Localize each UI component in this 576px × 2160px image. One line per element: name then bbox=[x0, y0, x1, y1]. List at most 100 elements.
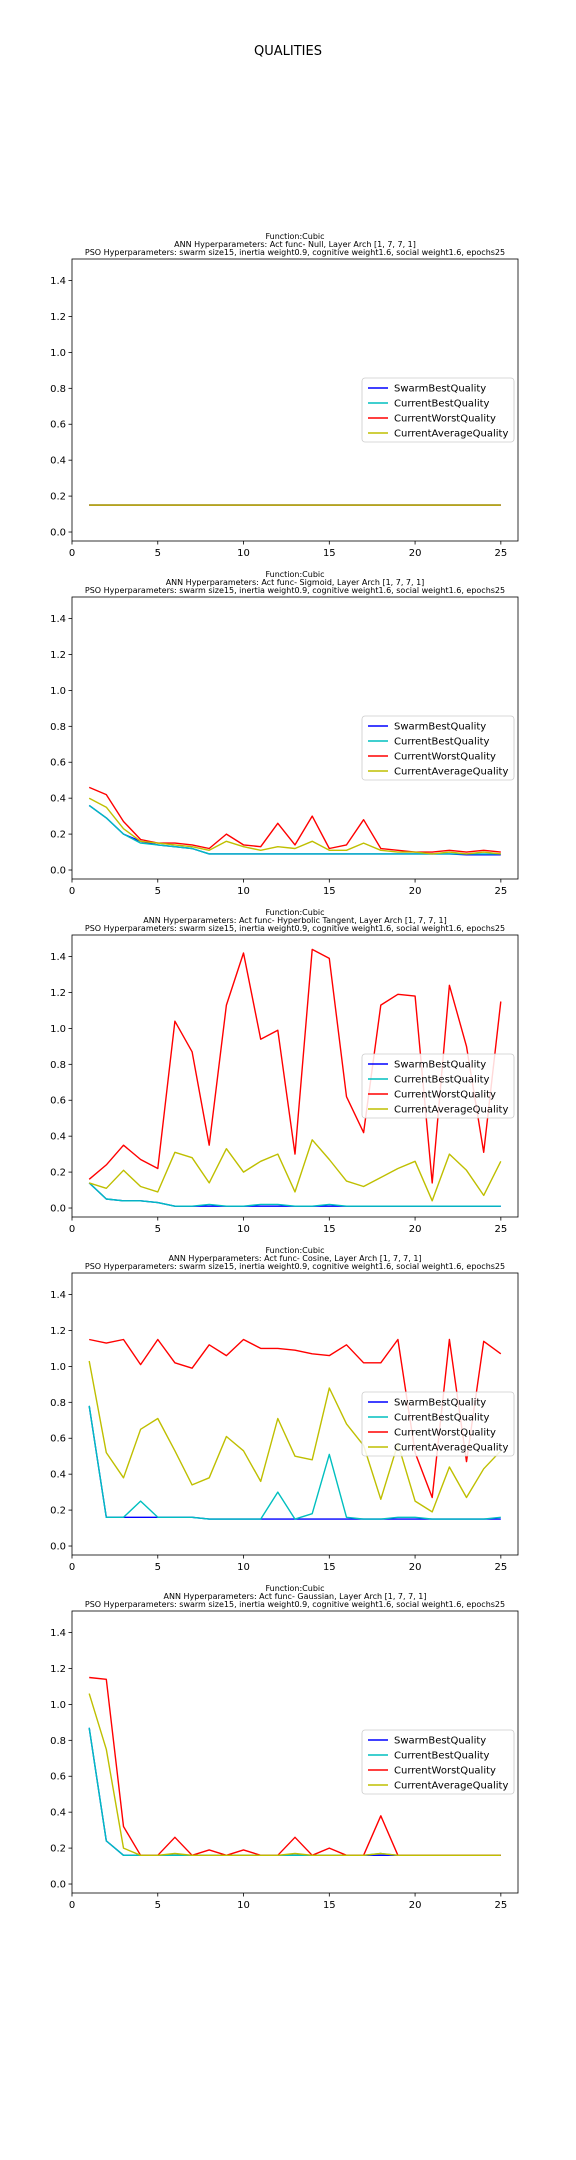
subplot-title-line: PSO Hyperparameters: swarm size15, inert… bbox=[85, 924, 505, 933]
y-tick-label: 0.2 bbox=[50, 1168, 66, 1179]
x-tick-label: 10 bbox=[237, 548, 250, 559]
x-tick-label: 5 bbox=[155, 1900, 161, 1911]
y-tick-label: 0.6 bbox=[50, 1772, 66, 1783]
x-tick-label: 20 bbox=[409, 1562, 422, 1573]
x-tick-label: 20 bbox=[409, 1224, 422, 1235]
subplot-title-line: ANN Hyperparameters: Act func- Cosine, L… bbox=[168, 1254, 421, 1263]
y-tick-label: 1.0 bbox=[50, 1024, 66, 1035]
y-tick-label: 1.0 bbox=[50, 348, 66, 359]
subplot-title-line: PSO Hyperparameters: swarm size15, inert… bbox=[85, 586, 505, 595]
y-tick-label: 0.8 bbox=[50, 722, 66, 733]
legend-entry-label: CurrentWorstQuality bbox=[394, 1766, 496, 1777]
x-tick-label: 25 bbox=[494, 1900, 507, 1911]
series-line-CurrentAverageQuality bbox=[88, 1693, 501, 1857]
y-tick-label: 0.8 bbox=[50, 1736, 66, 1747]
legend: SwarmBestQuality CurrentBestQuality Curren… bbox=[361, 1391, 515, 1457]
y-tick-label: 1.4 bbox=[50, 1628, 66, 1639]
x-tick-label: 15 bbox=[323, 886, 336, 897]
legend: SwarmBestQuality CurrentBestQuality Curren… bbox=[361, 1729, 515, 1795]
legend-box bbox=[361, 1391, 515, 1457]
series-line-CurrentWorstQuality bbox=[88, 948, 502, 1184]
legend-entry-label: CurrentWorstQuality bbox=[394, 1428, 496, 1439]
series-line-CurrentAverageQuality bbox=[88, 1360, 502, 1513]
legend-box bbox=[361, 715, 515, 781]
y-tick-label: 1.2 bbox=[50, 650, 66, 661]
subplot-title-line: ANN Hyperparameters: Act func- Sigmoid, … bbox=[166, 578, 425, 587]
legend-entry-label: CurrentBestQuality bbox=[394, 1751, 490, 1762]
y-tick-label: 0.0 bbox=[50, 528, 66, 539]
axes-frame bbox=[71, 934, 519, 1218]
subplot-title-line: Function:Cubic bbox=[265, 1584, 324, 1593]
legend: SwarmBestQuality CurrentBestQuality Curren… bbox=[361, 377, 515, 443]
x-tick-label: 15 bbox=[323, 548, 336, 559]
figure-title: QUALITIES bbox=[254, 44, 322, 59]
axes-frame bbox=[71, 596, 519, 880]
legend-entry-label: CurrentBestQuality bbox=[394, 1075, 490, 1086]
x-tick-label: 10 bbox=[237, 1900, 250, 1911]
legend-entry-label: CurrentAverageQuality bbox=[394, 1105, 508, 1116]
x-tick-label: 15 bbox=[323, 1900, 336, 1911]
legend-entry-label: CurrentAverageQuality bbox=[394, 1443, 508, 1454]
series-line-CurrentWorstQuality bbox=[89, 1338, 502, 1499]
axes-frame bbox=[71, 1610, 519, 1894]
y-tick-label: 0.0 bbox=[50, 1204, 66, 1215]
legend-entry-label: CurrentBestQuality bbox=[394, 399, 490, 410]
subplot-title-line: Function:Cubic bbox=[265, 570, 324, 579]
y-tick-label: 1.0 bbox=[50, 1362, 66, 1373]
x-tick-label: 25 bbox=[494, 548, 507, 559]
y-tick-label: 0.4 bbox=[50, 794, 66, 805]
subplot-title-line: PSO Hyperparameters: swarm size15, inert… bbox=[85, 248, 505, 257]
x-tick-label: 0 bbox=[69, 1562, 75, 1573]
x-tick-label: 15 bbox=[323, 1562, 336, 1573]
x-tick-label: 15 bbox=[323, 1224, 336, 1235]
subplot-title-line: Function:Cubic bbox=[265, 232, 324, 241]
y-tick-label: 0.6 bbox=[50, 1434, 66, 1445]
legend-entry-label: CurrentAverageQuality bbox=[394, 1781, 508, 1792]
y-tick-label: 0.8 bbox=[50, 384, 66, 395]
legend-entry-label: SwarmBestQuality bbox=[394, 1398, 486, 1409]
series-line-CurrentAverageQuality bbox=[88, 797, 501, 855]
y-tick-label: 0.6 bbox=[50, 758, 66, 769]
subplot-title-line: ANN Hyperparameters: Act func- Null, Lay… bbox=[174, 240, 416, 249]
axes-frame bbox=[71, 258, 519, 542]
legend-entry-label: CurrentAverageQuality bbox=[394, 767, 508, 778]
legend-box bbox=[361, 1729, 515, 1795]
y-tick-label: 0.4 bbox=[50, 1808, 66, 1819]
x-tick-label: 5 bbox=[155, 1224, 161, 1235]
series-line-CurrentBestQuality bbox=[88, 1182, 501, 1207]
legend-entry-label: CurrentWorstQuality bbox=[394, 752, 496, 763]
legend-entry-label: CurrentBestQuality bbox=[394, 1413, 490, 1424]
legend-entry-label: SwarmBestQuality bbox=[394, 1736, 486, 1747]
legend-box bbox=[361, 1053, 515, 1119]
y-tick-label: 1.2 bbox=[50, 312, 66, 323]
y-tick-label: 1.4 bbox=[50, 614, 66, 625]
y-tick-label: 0.6 bbox=[50, 420, 66, 431]
x-tick-label: 10 bbox=[237, 1224, 250, 1235]
x-tick-label: 20 bbox=[409, 886, 422, 897]
y-tick-label: 0.0 bbox=[50, 1542, 66, 1553]
subplot-title-line: PSO Hyperparameters: swarm size15, inert… bbox=[85, 1262, 505, 1271]
y-tick-label: 1.0 bbox=[50, 1700, 66, 1711]
x-tick-label: 5 bbox=[155, 1562, 161, 1573]
y-tick-label: 1.2 bbox=[50, 988, 66, 999]
legend-entry-label: SwarmBestQuality bbox=[394, 384, 486, 395]
y-tick-label: 0.2 bbox=[50, 492, 66, 503]
legend-entry-label: CurrentWorstQuality bbox=[394, 414, 496, 425]
x-tick-label: 0 bbox=[69, 548, 75, 559]
legend-entry-label: CurrentBestQuality bbox=[394, 737, 490, 748]
x-tick-label: 0 bbox=[69, 886, 75, 897]
y-tick-label: 1.4 bbox=[50, 1290, 66, 1301]
legend-entry-label: CurrentAverageQuality bbox=[394, 429, 508, 440]
y-tick-label: 1.4 bbox=[50, 952, 66, 963]
legend-entry-label: SwarmBestQuality bbox=[394, 722, 486, 733]
y-tick-label: 0.0 bbox=[50, 1880, 66, 1891]
x-tick-label: 10 bbox=[237, 1562, 250, 1573]
y-tick-label: 0.4 bbox=[50, 456, 66, 467]
y-tick-label: 0.8 bbox=[50, 1398, 66, 1409]
